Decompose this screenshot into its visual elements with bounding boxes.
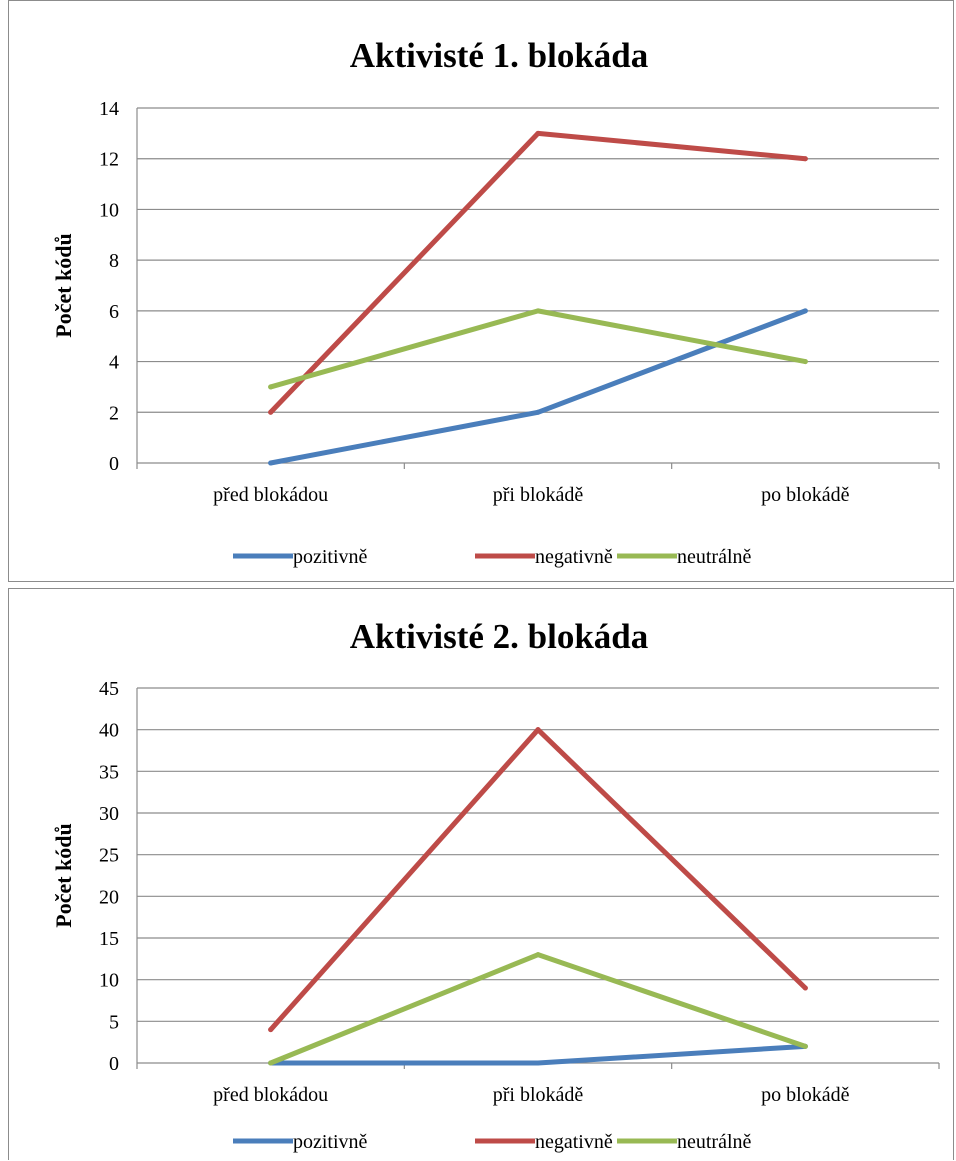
chart-2-legend-neutralne-label: neutrálně	[677, 1131, 752, 1153]
chart-1-ytick-label-10: 10	[99, 199, 119, 221]
chart-1-series-pozitivne-point-2	[802, 308, 808, 314]
chart-1-legend-neutralne-label: neutrálně	[677, 546, 752, 568]
chart-1-ytick-label-4: 4	[109, 352, 119, 374]
chart-1-xtick-label-pri-blokade: při blokádě	[493, 484, 584, 506]
chart-2-ytick-label-30: 30	[99, 803, 119, 825]
chart-2-title: Aktivisté 2. blokáda	[350, 617, 649, 656]
chart-2-ytick-label-5: 5	[109, 1011, 119, 1033]
chart-2-legend-pozitivne-label: pozitivně	[293, 1131, 368, 1153]
chart-1-series-pozitivne-line	[268, 308, 808, 466]
chart-2-ytick-label-20: 20	[99, 886, 119, 908]
chart-2-ytick-label-0: 0	[109, 1053, 119, 1075]
chart-2-xtick-label-pred-blokadou: před blokádou	[213, 1084, 328, 1106]
chart-1-ytick-label-14: 14	[99, 98, 119, 120]
chart-1-series-negativne-point-2	[802, 156, 808, 162]
chart-1-series-neutralne-point-0	[268, 384, 274, 390]
chart-2-ytick-label-10: 10	[99, 970, 119, 992]
chart-1-legend-negativne-label: negativně	[535, 546, 613, 568]
chart-1-ytick-label-6: 6	[109, 301, 119, 323]
chart-1-series-neutralne-point-1	[535, 308, 541, 314]
chart-1-series-neutralne-line	[268, 308, 808, 390]
chart-1-series-neutralne-point-2	[802, 359, 808, 365]
chart-2-xtick-label-po-blokade: po blokádě	[761, 1084, 849, 1106]
chart-2-xtick-label-pri-blokade: při blokádě	[493, 1084, 584, 1106]
chart-2-series-negativne-line	[268, 727, 808, 1033]
chart-2-ytick-label-40: 40	[99, 720, 119, 742]
chart-1-series-negativne-point-1	[535, 130, 541, 136]
chart-2-legend-negativne-label: negativně	[535, 1131, 613, 1153]
chart-1-ytick-label-8: 8	[109, 250, 119, 272]
chart-1-series-negativne-point-0	[268, 409, 274, 415]
chart-1-series-negativne-line	[268, 130, 808, 415]
chart-1-xtick-label-pred-blokadou: před blokádou	[213, 484, 328, 506]
chart-2-series-negativne-point-2	[802, 985, 808, 991]
chart-aktiviste-2-blokada: 0 5 10 15 20 25 30 35 40 45 před blokádou při bloká…	[8, 588, 954, 1160]
chart-aktiviste-1-blokada: 0 2 4 6 8 10 12 14 před blokádou při blokádě po bl…	[8, 0, 954, 582]
chart-1-series-pozitivne-point-1	[535, 409, 541, 415]
chart-1-series-pozitivne-point-0	[268, 460, 274, 466]
chart-1-legend-pozitivne-label: pozitivně	[293, 546, 368, 568]
chart-2-ylabel: Počet kódů	[51, 823, 76, 928]
chart-2-series-neutralne-line	[268, 952, 808, 1066]
chart-1-ytick-label-12: 12	[99, 149, 119, 171]
chart-2-ytick-label-15: 15	[99, 928, 119, 950]
chart-1-ytick-label-2: 2	[109, 402, 119, 424]
chart-2-series-negativne-point-0	[268, 1027, 274, 1033]
chart-2-svg: 0 5 10 15 20 25 30 35 40 45 před blokádou při bloká…	[51, 617, 940, 1153]
chart-1-ylabel: Počet kódů	[51, 233, 76, 338]
chart-1-ytick-label-0: 0	[109, 453, 119, 475]
chart-2-series-neutralne-point-1	[535, 952, 541, 958]
chart-2-ytick-label-25: 25	[99, 845, 119, 867]
chart-2-ytick-label-35: 35	[99, 761, 119, 783]
chart-1-svg: 0 2 4 6 8 10 12 14 před blokádou při blokádě po bl…	[51, 36, 940, 568]
chart-2-series-neutralne-point-2	[802, 1043, 808, 1049]
chart-1-title: Aktivisté 1. blokáda	[350, 36, 649, 75]
chart-2-ytick-label-45: 45	[99, 678, 119, 700]
chart-2-series-negativne-point-1	[535, 727, 541, 733]
chart-2-series-neutralne-point-0	[268, 1060, 274, 1066]
chart-1-xtick-label-po-blokade: po blokádě	[761, 484, 849, 506]
chart-2-series-pozitivne-point-1	[535, 1060, 541, 1066]
